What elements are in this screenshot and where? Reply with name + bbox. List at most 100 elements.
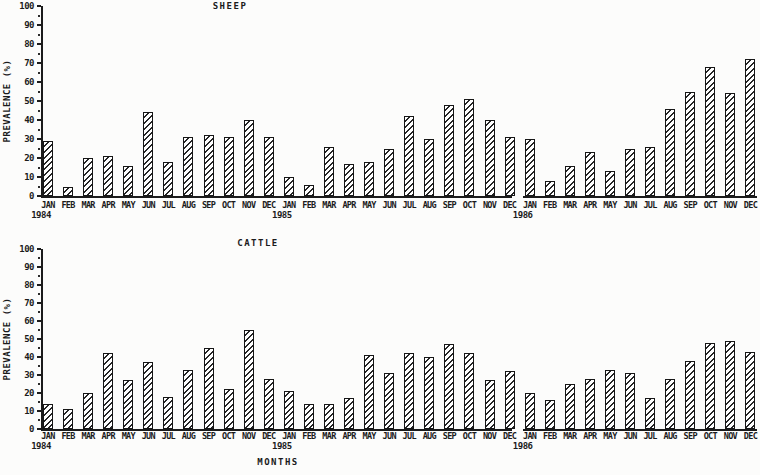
y-tick-label: 60	[24, 316, 34, 326]
y-axis: 0102030405060708090100	[0, 6, 41, 196]
y-minor-tick	[38, 186, 40, 188]
bar-mar-1986	[565, 166, 575, 196]
year-label: 1985	[264, 441, 300, 451]
bar-sep-1984	[204, 135, 214, 196]
y-tick-label: 80	[24, 280, 34, 290]
y-tick-label: 30	[24, 370, 34, 380]
bar-feb-1985	[304, 185, 314, 196]
bar-may-1986	[605, 171, 615, 196]
bar-aug-1984	[183, 370, 193, 429]
y-minor-tick	[38, 53, 40, 55]
bar-apr-1985	[344, 398, 354, 429]
bar-jul-1984	[163, 162, 173, 196]
bar-sep-1986	[685, 92, 695, 197]
y-minor-tick	[38, 365, 40, 367]
y-minor-tick	[38, 329, 40, 331]
axis-break	[512, 196, 523, 198]
y-minor-tick	[38, 129, 40, 131]
year-label: 1986	[505, 210, 541, 220]
bar-jun-1986	[625, 373, 635, 429]
year-label: 1984	[23, 441, 59, 451]
chart-title-cattle: CATTLE	[183, 238, 333, 248]
cattle-chart: CATTLE PREVALENCE (%) 010203040506070809…	[0, 235, 760, 475]
y-minor-tick	[38, 275, 40, 277]
y-tick-label: 100	[19, 244, 34, 254]
y-minor-tick	[38, 383, 40, 385]
x-axis-labels: JANFEBMARAPRMAYJUNJULAUGSEPOCTNOVDECJANF…	[43, 431, 757, 457]
bar-oct-1984	[224, 137, 234, 196]
bar-sep-1985	[444, 105, 454, 196]
bar-aug-1985	[424, 139, 434, 196]
y-minor-tick	[38, 72, 40, 74]
y-tick-label: 100	[19, 1, 34, 11]
y-minor-tick	[38, 347, 40, 349]
bar-jul-1984	[163, 397, 173, 429]
bar-feb-1986	[545, 400, 555, 429]
y-minor-tick	[38, 419, 40, 421]
year-label: 1985	[264, 210, 300, 220]
bar-jan-1985	[284, 391, 294, 429]
bar-jun-1985	[384, 149, 394, 197]
figure: SHEEP PREVALENCE (%) 0102030405060708090…	[0, 0, 760, 475]
x-axis-labels: JANFEBMARAPRMAYJUNJULAUGSEPOCTNOVDECJANF…	[43, 200, 757, 226]
bar-feb-1984	[63, 409, 73, 429]
y-minor-tick	[38, 311, 40, 313]
y-minor-tick	[38, 167, 40, 169]
bar-aug-1986	[665, 379, 675, 429]
bar-may-1985	[364, 162, 374, 196]
bar-apr-1984	[103, 156, 113, 196]
y-tick-label: 0	[29, 424, 34, 434]
bar-dec-1985	[505, 137, 515, 196]
bar-aug-1986	[665, 109, 675, 196]
bar-may-1984	[123, 380, 133, 429]
bar-feb-1984	[63, 187, 73, 197]
bar-apr-1984	[103, 353, 113, 429]
bar-jan-1984	[43, 141, 53, 196]
y-minor-tick	[38, 91, 40, 93]
bar-apr-1986	[585, 379, 595, 429]
bar-apr-1985	[344, 164, 354, 196]
y-tick-label: 20	[24, 153, 34, 163]
x-tick-label: DEC	[738, 200, 760, 210]
y-minor-tick	[38, 148, 40, 150]
year-label: 1986	[505, 441, 541, 451]
sheep-chart: SHEEP PREVALENCE (%) 0102030405060708090…	[0, 0, 760, 233]
bar-jan-1985	[284, 177, 294, 196]
bar-mar-1984	[83, 393, 93, 429]
y-tick-label: 50	[24, 96, 34, 106]
plot-area	[41, 249, 757, 431]
bar-oct-1984	[224, 389, 234, 429]
bar-dec-1984	[264, 137, 274, 196]
y-tick-label: 80	[24, 39, 34, 49]
bar-jan-1984	[43, 404, 53, 429]
y-tick-label: 20	[24, 388, 34, 398]
bar-sep-1984	[204, 348, 214, 429]
bar-dec-1984	[264, 379, 274, 429]
bar-nov-1985	[485, 120, 495, 196]
bar-oct-1985	[464, 99, 474, 196]
y-minor-tick	[38, 293, 40, 295]
bar-dec-1986	[745, 352, 755, 429]
plot-area	[41, 6, 757, 198]
y-tick-label: 40	[24, 352, 34, 362]
bar-jul-1986	[645, 147, 655, 196]
bar-feb-1986	[545, 181, 555, 196]
y-axis: 0102030405060708090100	[0, 249, 41, 429]
bar-dec-1986	[745, 59, 755, 196]
bar-nov-1986	[725, 93, 735, 196]
year-label: 1984	[23, 210, 59, 220]
y-tick-label: 50	[24, 334, 34, 344]
bar-nov-1986	[725, 341, 735, 429]
y-minor-tick	[38, 401, 40, 403]
y-tick-label: 30	[24, 134, 34, 144]
bar-nov-1985	[485, 380, 495, 429]
bar-feb-1985	[304, 404, 314, 429]
y-minor-tick	[38, 110, 40, 112]
bar-nov-1984	[244, 330, 254, 429]
bar-dec-1985	[505, 371, 515, 429]
bar-jul-1986	[645, 398, 655, 429]
x-axis-title: MONTHS	[208, 457, 348, 467]
bar-jun-1985	[384, 373, 394, 429]
bar-mar-1984	[83, 158, 93, 196]
bar-nov-1984	[244, 120, 254, 196]
